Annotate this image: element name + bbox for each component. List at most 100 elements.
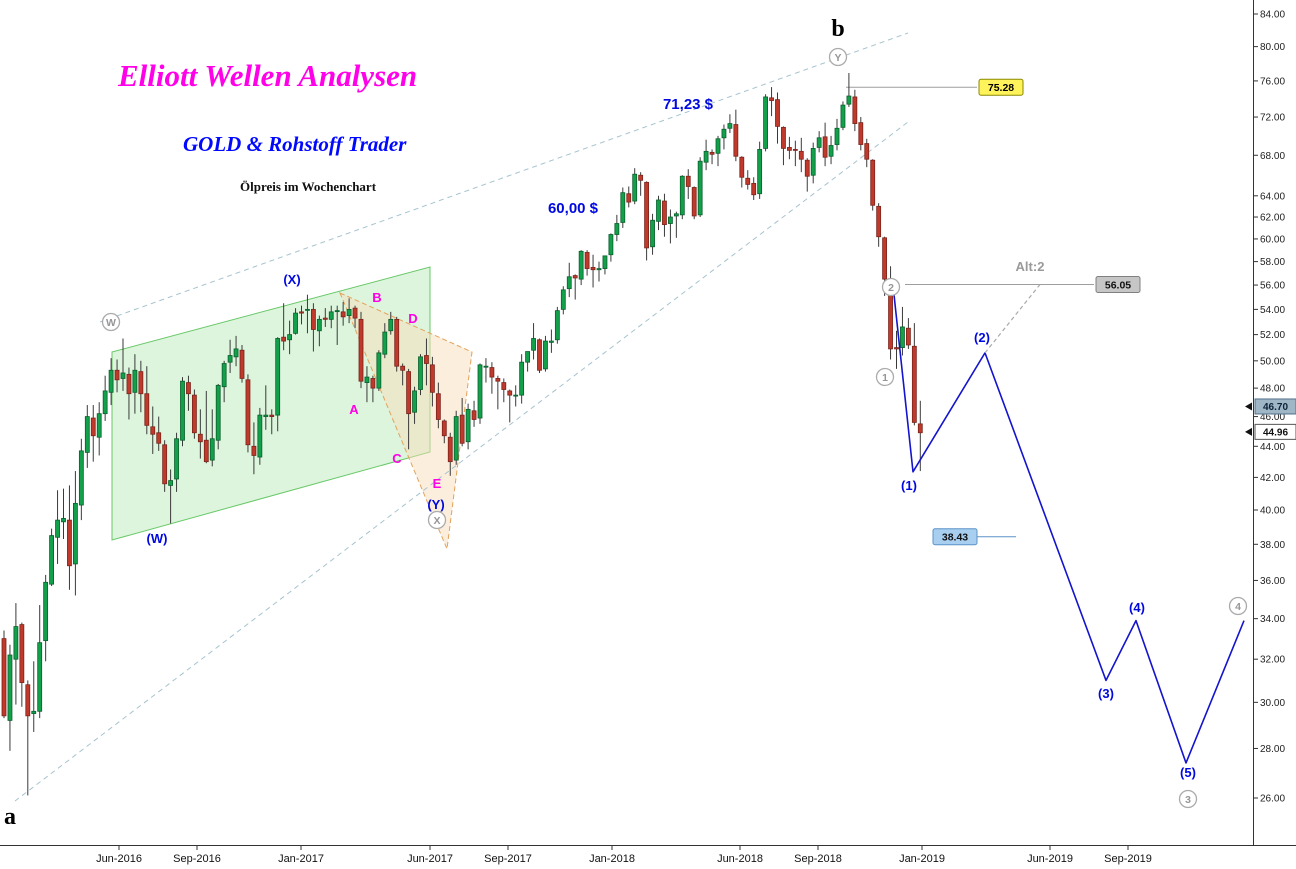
wave-label[interactable]: Alt:2 bbox=[1016, 259, 1045, 274]
wave-label[interactable]: (X) bbox=[283, 272, 300, 287]
wave-label[interactable]: (W) bbox=[147, 531, 168, 546]
candle-body bbox=[477, 364, 483, 419]
candle-body bbox=[412, 390, 417, 413]
wave-label[interactable]: 71,23 $ bbox=[663, 96, 714, 113]
x-axis-label: Jan-2019 bbox=[899, 853, 945, 865]
trend-line[interactable] bbox=[99, 32, 909, 323]
candle-body bbox=[275, 338, 281, 416]
candle-body bbox=[49, 535, 54, 585]
wave-label[interactable]: a bbox=[4, 804, 16, 830]
wave-label[interactable]: 60,00 $ bbox=[548, 200, 599, 217]
candle-body bbox=[168, 480, 174, 486]
candle-body bbox=[441, 420, 447, 437]
candle-body bbox=[394, 318, 400, 367]
wave-label[interactable]: (4) bbox=[1129, 600, 1145, 615]
elliott-projection-line[interactable] bbox=[893, 294, 1245, 764]
wave-label[interactable]: (2) bbox=[974, 330, 990, 345]
candle-body bbox=[483, 365, 489, 368]
candle-body bbox=[650, 219, 655, 248]
candle-body bbox=[358, 318, 364, 382]
trend-lines-layer bbox=[14, 32, 909, 802]
candle-body bbox=[709, 151, 715, 155]
price-tag-box[interactable] bbox=[978, 78, 1024, 96]
candle-body bbox=[126, 373, 132, 395]
wave-label[interactable]: (1) bbox=[901, 478, 917, 493]
candle-body bbox=[471, 410, 477, 420]
candle-body bbox=[626, 193, 632, 203]
wave-label[interactable]: (3) bbox=[1098, 686, 1114, 701]
candle-body bbox=[108, 369, 114, 393]
wave-label[interactable]: b bbox=[831, 16, 844, 42]
x-axis-label: Jun-2017 bbox=[407, 853, 453, 865]
y-axis-label: 46.00 bbox=[1260, 412, 1285, 423]
candle-body bbox=[543, 340, 548, 370]
candle-body bbox=[572, 275, 578, 279]
candle-body bbox=[602, 255, 608, 269]
y-axis-label: 32.00 bbox=[1260, 655, 1285, 666]
y-axis-label: 62.00 bbox=[1260, 213, 1285, 224]
candle-body bbox=[507, 390, 513, 396]
price-marker-value: 44.96 bbox=[1263, 427, 1288, 438]
price-tag-value: 56.05 bbox=[1105, 279, 1131, 291]
candle-body bbox=[578, 250, 584, 280]
circled-wave-marker[interactable] bbox=[101, 312, 121, 332]
candle-body bbox=[894, 347, 899, 350]
circled-wave-marker[interactable] bbox=[828, 47, 848, 67]
candle-body bbox=[382, 331, 388, 355]
candle-body bbox=[316, 318, 322, 332]
candle-body bbox=[531, 338, 536, 351]
candles-layer bbox=[1, 73, 923, 796]
candle-body bbox=[804, 159, 810, 177]
wave-label[interactable]: E bbox=[433, 476, 442, 491]
circled-wave-marker[interactable] bbox=[1228, 596, 1248, 616]
circled-wave-marker[interactable] bbox=[1178, 789, 1198, 809]
candle-body bbox=[596, 268, 602, 271]
candle-body bbox=[191, 394, 197, 434]
candle-body bbox=[13, 626, 19, 660]
candle-body bbox=[566, 276, 572, 290]
circled-wave-marker[interactable] bbox=[881, 277, 901, 297]
price-tag-value: 38.43 bbox=[942, 532, 968, 544]
price-tag-box[interactable] bbox=[932, 528, 978, 546]
candle-body bbox=[73, 502, 78, 565]
candle-body bbox=[376, 352, 382, 389]
wave-label[interactable]: A bbox=[349, 402, 359, 417]
candle-body bbox=[798, 150, 804, 160]
candle-body bbox=[447, 436, 453, 463]
circled-wave-label: W bbox=[106, 317, 116, 329]
green-channel-shape[interactable] bbox=[111, 266, 431, 541]
candle-body bbox=[61, 518, 66, 523]
y-axis-label: 54.00 bbox=[1260, 305, 1285, 316]
price-marker-box bbox=[1254, 423, 1296, 440]
wave-labels-layer: a b (W) (X) (Y) A B C D E 71,23 $ 60,00 $ (1) (2) (3) (… bbox=[4, 16, 1248, 830]
candle-body bbox=[489, 367, 495, 378]
alt-projection-line[interactable] bbox=[984, 284, 1041, 354]
circled-wave-marker[interactable] bbox=[875, 367, 895, 387]
candle-body bbox=[519, 361, 525, 396]
x-axis-label: Jun-2018 bbox=[717, 853, 763, 865]
x-axis-label: Jun-2019 bbox=[1027, 853, 1073, 865]
candle-body bbox=[293, 312, 298, 334]
candle-body bbox=[465, 408, 471, 443]
candle-body bbox=[703, 150, 709, 163]
candle-body bbox=[406, 371, 412, 415]
y-axis-label: 58.00 bbox=[1260, 257, 1285, 268]
candle-body bbox=[870, 159, 876, 206]
candle-body bbox=[882, 237, 887, 280]
candle-body bbox=[221, 363, 227, 388]
price-tag-box[interactable] bbox=[1095, 275, 1141, 293]
candle-body bbox=[584, 252, 590, 269]
candle-body bbox=[876, 205, 882, 238]
wave-label[interactable]: B bbox=[372, 290, 381, 305]
wave-label[interactable]: C bbox=[392, 451, 402, 466]
trend-line[interactable] bbox=[14, 121, 909, 802]
wave-label[interactable]: D bbox=[408, 311, 417, 326]
candle-body bbox=[792, 148, 798, 151]
circled-wave-marker[interactable] bbox=[427, 510, 447, 530]
orange-triangle-shape[interactable] bbox=[339, 292, 473, 551]
candle-body bbox=[781, 126, 786, 149]
wave-label[interactable]: (5) bbox=[1180, 765, 1196, 780]
candle-body bbox=[900, 326, 905, 348]
wave-label[interactable]: (Y) bbox=[427, 497, 444, 512]
